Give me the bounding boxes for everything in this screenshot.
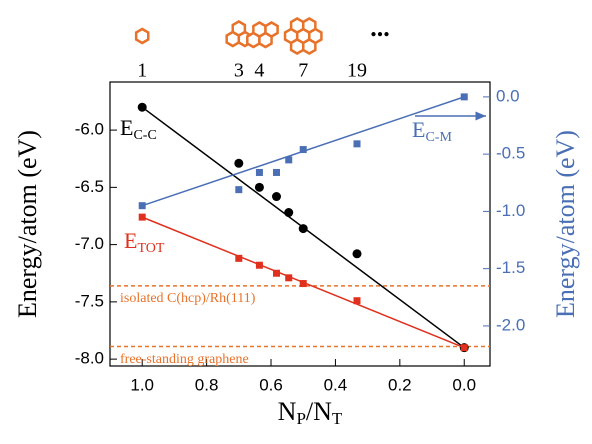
point (460, 93, 468, 101)
series-label: ETOT (124, 228, 165, 256)
point (272, 269, 280, 277)
point (460, 344, 468, 352)
x-tick-label: 0.4 (324, 375, 348, 394)
reference-label: isolated C(hcp)/Rh(111) (120, 291, 256, 306)
y2-tick-label: -1.0 (496, 201, 525, 220)
y2-tick-label: 0.0 (496, 86, 520, 105)
point (352, 249, 362, 259)
x-axis-title-part: P (296, 409, 305, 428)
y2-axis-title: Energy/atom (eV) (551, 130, 580, 318)
point (285, 156, 293, 164)
cluster-label: 1 (137, 60, 147, 82)
y2-tick-label: -2.0 (496, 315, 525, 334)
y-tick-label: -7.5 (75, 291, 104, 310)
point (299, 280, 307, 288)
cluster-icon (301, 38, 317, 55)
point (353, 140, 361, 148)
y-tick-label: -7.0 (75, 234, 104, 253)
series-label-sub: C-C (133, 128, 156, 143)
x-axis-title-part: N (278, 397, 297, 426)
point (138, 213, 146, 221)
series-label-main: E (412, 117, 425, 142)
point (285, 274, 293, 282)
point (271, 192, 281, 202)
series-label-main: E (124, 228, 137, 253)
cluster-icon (289, 38, 305, 55)
x-axis-title: NP/NT (278, 397, 343, 428)
reference-label: free-standing graphene (120, 352, 249, 367)
series-label: EC-C (120, 115, 157, 143)
plot-frame (109, 81, 491, 367)
series-label-main: E (120, 115, 133, 140)
x-tick-label: 0.6 (259, 375, 283, 394)
series-label-sub: TOT (137, 241, 164, 256)
point (255, 168, 263, 176)
point (284, 208, 294, 218)
cluster-label: 7 (298, 60, 308, 82)
point (235, 254, 243, 262)
x-tick-label: 0.0 (452, 375, 476, 394)
x-tick-label: 0.8 (195, 375, 219, 394)
point (234, 158, 244, 168)
y-tick-label: -6.5 (75, 177, 104, 196)
cluster-icon (252, 21, 267, 38)
x-axis-title-part: /N (306, 397, 332, 426)
point (298, 224, 308, 234)
y-tick-label: -8.0 (75, 349, 104, 368)
point (272, 168, 280, 176)
point (255, 261, 263, 269)
y2-tick-label: -1.5 (496, 258, 525, 277)
cluster-label: 4 (254, 60, 264, 82)
y-axis-title: Energy/atom (eV) (13, 130, 42, 318)
point (138, 202, 146, 210)
y-tick-label: -6.0 (75, 120, 104, 139)
cluster-ellipsis: ... (370, 13, 390, 42)
x-tick-label: 0.2 (388, 375, 412, 394)
cluster-icon (134, 27, 150, 45)
point (353, 297, 361, 305)
cluster-label: 3 (234, 60, 244, 82)
x-axis-title-part: T (332, 409, 343, 428)
point (137, 102, 147, 112)
point (254, 182, 264, 192)
series-label: EC-M (412, 117, 452, 145)
cluster-icon (289, 17, 305, 34)
x-tick-label: 1.0 (130, 375, 154, 394)
cluster-label: 19 (347, 60, 367, 82)
y2-tick-label: -0.5 (496, 144, 525, 163)
series-label-sub: C-M (425, 130, 452, 145)
point (299, 146, 307, 154)
cluster-icon (301, 17, 317, 34)
cluster-icon (264, 21, 279, 38)
point (235, 186, 243, 194)
cluster-icon (231, 20, 247, 37)
